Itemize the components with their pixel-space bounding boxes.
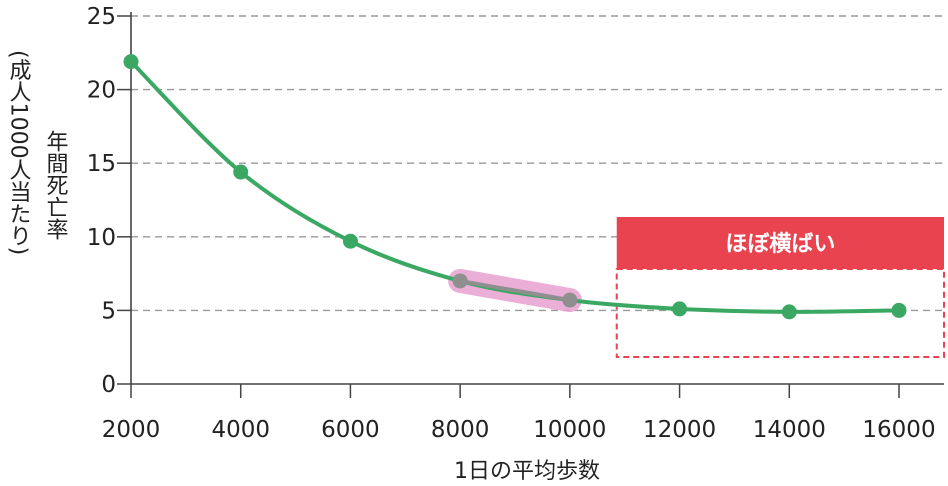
y-tick-label: 0 [101,372,116,398]
data-point [672,301,688,317]
data-point [452,273,468,289]
data-point [123,54,139,70]
y-tick-label: 20 [87,78,116,104]
y-axis-unit: (成人1000人当たり) [6,50,32,255]
y-axis-title: 年間死亡率 [43,130,69,240]
data-point [562,292,578,308]
x-tick-label: 6000 [321,417,380,443]
axis-titles: 1日の平均歩数 年間死亡率 (成人1000人当たり) [6,50,601,484]
x-axis-title: 1日の平均歩数 [454,459,600,484]
x-tick-labels: 2000 4000 6000 8000 10000 12000 14000 16000 [102,417,936,443]
data-series [123,54,907,320]
y-tick-labels: 0 5 10 15 20 25 [87,4,116,398]
data-point [342,233,358,249]
axes [130,12,944,398]
annotation-header [616,217,944,269]
flat-annotation: ほぼ横ばい [615,217,945,358]
x-tick-label: 4000 [211,417,270,443]
y-tick-label: 15 [87,151,116,177]
y-tick-label: 5 [101,298,116,324]
y-tick-label: 10 [87,225,116,251]
annotation-region [615,268,945,358]
x-tick-label: 16000 [862,417,935,443]
data-point [781,304,797,320]
highlight-line [459,278,571,303]
x-tick-label: 10000 [533,417,606,443]
x-tick-label: 12000 [643,417,716,443]
x-tick-label: 8000 [431,417,490,443]
annotation-label: ほぼ横ばい [725,232,835,257]
series-line [129,60,900,314]
data-point [891,302,907,318]
data-point [233,164,249,180]
grid-lines [117,15,944,385]
x-tick-label: 2000 [102,417,161,443]
x-tick-label: 14000 [753,417,826,443]
y-tick-label: 25 [87,4,116,30]
